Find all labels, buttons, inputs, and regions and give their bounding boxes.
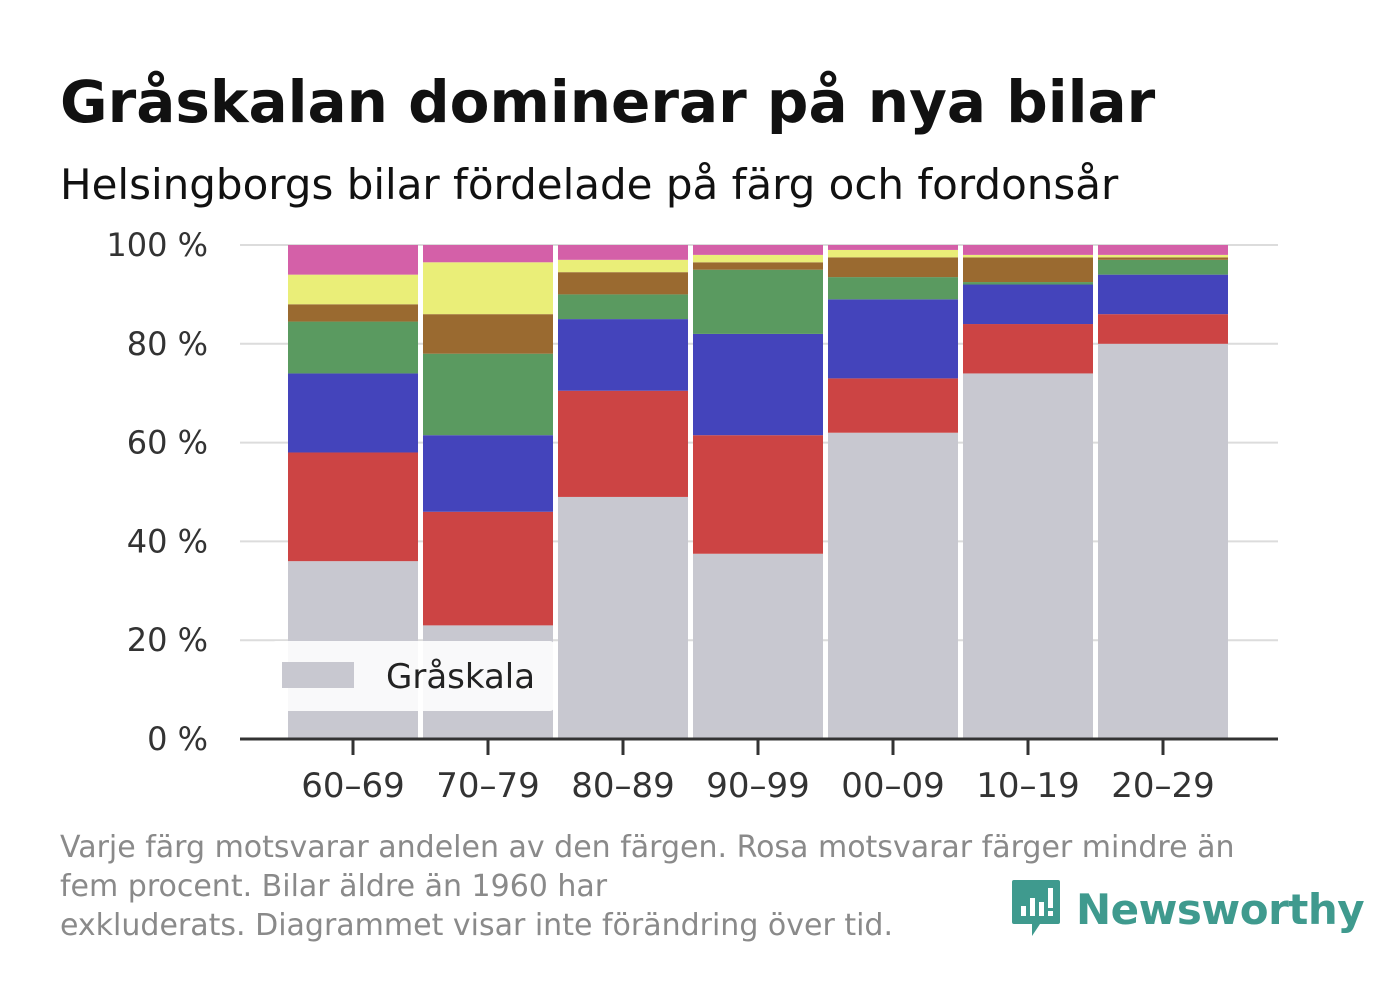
legend: Gråskala: [272, 641, 554, 711]
bar-segment: [1098, 274, 1228, 315]
bar-segment: [288, 245, 418, 275]
bar-segment: [558, 319, 688, 391]
bar-segment: [693, 269, 823, 334]
bar-segment: [963, 257, 1093, 283]
y-tick-label: 0 %: [147, 720, 208, 758]
bar-segment: [963, 254, 1093, 258]
bar-segment: [693, 553, 823, 739]
bar-segment: [1098, 245, 1228, 255]
bar-segment: [693, 262, 823, 270]
chart-subtitle: Helsingborgs bilar fördelade på färg och…: [60, 160, 1119, 209]
y-tick-label: 40 %: [127, 522, 208, 560]
bar-segment: [558, 259, 688, 273]
bar-segment: [288, 274, 418, 305]
bar-segment: [693, 435, 823, 554]
bar-segment: [423, 435, 553, 512]
y-tick-label: 100 %: [106, 226, 208, 264]
bar-segment: [423, 314, 553, 354]
x-tick-label: 20–29: [1111, 766, 1215, 806]
bar-segment: [288, 321, 418, 374]
bar-segment: [558, 496, 688, 739]
bar-segment: [963, 282, 1093, 285]
bar-segment: [423, 511, 553, 626]
bar-segment: [288, 452, 418, 562]
bar-segment: [828, 249, 958, 258]
bar-segment: [558, 245, 688, 260]
bar-segment: [828, 299, 958, 379]
bar-segment: [828, 378, 958, 433]
bar-segment: [963, 245, 1093, 255]
chart-title: Gråskalan dominerar på nya bilar: [60, 68, 1156, 136]
legend-label: Gråskala: [386, 657, 535, 697]
bar-segment: [423, 262, 553, 315]
y-tick-label: 20 %: [127, 621, 208, 659]
x-tick-label: 10–19: [976, 766, 1080, 806]
bar-segment: [558, 294, 688, 320]
y-tick-label: 80 %: [127, 325, 208, 363]
legend-swatch: [282, 662, 354, 688]
footnote: Varje färg motsvarar andelen av den färg…: [60, 830, 1235, 943]
bar-segment: [1098, 259, 1228, 275]
x-tick-label: 00–09: [841, 766, 945, 806]
legend-box: [272, 641, 554, 711]
bar-segment: [693, 333, 823, 436]
brand-name: Newsworthy: [1076, 884, 1365, 934]
bar-segment: [963, 324, 1093, 374]
x-tick-label: 70–79: [436, 766, 540, 806]
bar-segment: [423, 353, 553, 436]
x-tick-label: 80–89: [571, 766, 675, 806]
bar-segment: [1098, 257, 1228, 260]
brand-logo: Newsworthy: [1010, 878, 1365, 940]
y-tick-label: 60 %: [127, 424, 208, 462]
bar-segment: [693, 245, 823, 255]
bar-segment: [1098, 314, 1228, 344]
bar-segment: [828, 245, 958, 250]
bar-segment: [288, 373, 418, 453]
bar-segment: [558, 390, 688, 497]
bar-segment: [828, 257, 958, 278]
x-axis: 60–69 70–79 80–89 90–99 00–09 10–19 20–29: [240, 737, 1278, 806]
bar-segment: [558, 272, 688, 295]
bar-segment: [828, 277, 958, 300]
bar-segment: [1098, 254, 1228, 258]
bar-segment: [693, 254, 823, 263]
y-axis-ticks: 0 % 20 % 40 % 60 % 80 % 100 %: [106, 226, 208, 758]
x-tick-label: 90–99: [706, 766, 810, 806]
x-tick-label: 60–69: [301, 766, 405, 806]
newsworthy-logo-icon: [1012, 880, 1060, 936]
bar-segment: [828, 432, 958, 739]
bar-segment: [288, 304, 418, 322]
bar-segment: [423, 245, 553, 263]
bar-segment: [963, 373, 1093, 739]
bar-segment: [1098, 343, 1228, 739]
bar-segment: [963, 284, 1093, 325]
